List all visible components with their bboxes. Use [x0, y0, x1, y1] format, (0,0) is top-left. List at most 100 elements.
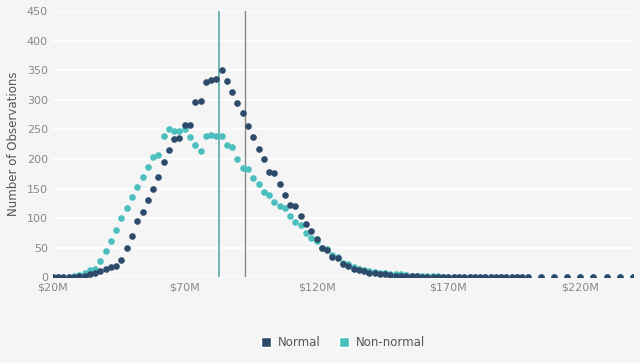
Normal	[412, 273, 422, 279]
Normal	[69, 274, 79, 280]
Normal	[132, 218, 142, 224]
Normal	[588, 274, 598, 280]
Non-normal	[333, 254, 343, 260]
Normal	[602, 274, 612, 280]
Normal	[63, 274, 74, 280]
Normal	[327, 254, 337, 260]
Normal	[480, 274, 490, 280]
Normal	[285, 202, 295, 208]
Non-normal	[354, 266, 364, 272]
Normal	[615, 274, 625, 280]
Normal	[575, 274, 586, 280]
Non-normal	[216, 134, 227, 139]
Non-normal	[296, 223, 306, 228]
Non-normal	[90, 266, 100, 272]
Normal	[438, 274, 448, 280]
Normal	[522, 274, 532, 280]
Normal	[148, 186, 158, 192]
Normal	[122, 245, 132, 251]
Non-normal	[259, 189, 269, 195]
Normal	[507, 274, 517, 280]
Non-normal	[58, 274, 68, 280]
Normal	[390, 273, 401, 278]
Normal	[491, 274, 501, 280]
Non-normal	[132, 184, 142, 190]
Non-normal	[237, 165, 248, 171]
Non-normal	[106, 238, 116, 244]
Non-normal	[253, 182, 264, 187]
Normal	[354, 268, 364, 273]
Non-normal	[74, 272, 84, 278]
Normal	[227, 89, 237, 95]
Non-normal	[153, 152, 163, 158]
Normal	[180, 122, 190, 128]
Non-normal	[512, 274, 522, 280]
Non-normal	[127, 195, 137, 200]
Normal	[259, 156, 269, 162]
Non-normal	[116, 215, 127, 221]
Normal	[433, 274, 443, 280]
Non-normal	[301, 230, 311, 236]
Normal	[312, 236, 322, 242]
Non-normal	[79, 270, 90, 276]
Normal	[348, 266, 358, 272]
Non-normal	[390, 272, 401, 277]
Normal	[232, 101, 243, 106]
Non-normal	[280, 205, 290, 211]
Non-normal	[486, 274, 496, 280]
Non-normal	[201, 133, 211, 139]
Non-normal	[211, 133, 221, 139]
Non-normal	[227, 144, 237, 150]
Non-normal	[385, 271, 396, 277]
Normal	[536, 274, 546, 280]
Normal	[291, 203, 301, 209]
Normal	[343, 263, 353, 269]
Normal	[58, 274, 68, 280]
Non-normal	[549, 274, 559, 280]
Non-normal	[433, 273, 443, 279]
Non-normal	[312, 238, 322, 244]
Non-normal	[53, 274, 63, 280]
Normal	[48, 274, 58, 280]
Non-normal	[285, 213, 295, 219]
Normal	[406, 273, 417, 279]
Normal	[444, 274, 454, 280]
Non-normal	[190, 142, 200, 148]
Normal	[385, 272, 396, 278]
Non-normal	[359, 267, 369, 273]
Normal	[401, 273, 412, 279]
Normal	[243, 123, 253, 129]
Non-normal	[562, 274, 572, 280]
Normal	[375, 271, 385, 277]
Normal	[100, 266, 111, 272]
Normal	[333, 255, 343, 261]
Non-normal	[164, 126, 174, 132]
Normal	[111, 263, 122, 269]
Normal	[369, 270, 380, 276]
Non-normal	[459, 274, 469, 280]
Non-normal	[343, 261, 353, 267]
Non-normal	[291, 219, 301, 225]
Non-normal	[517, 274, 527, 280]
Non-normal	[248, 175, 259, 181]
Non-normal	[522, 274, 532, 280]
Normal	[501, 274, 511, 280]
Normal	[237, 110, 248, 116]
Normal	[322, 247, 332, 253]
Normal	[396, 273, 406, 278]
Non-normal	[401, 272, 412, 278]
Normal	[296, 213, 306, 219]
Normal	[84, 272, 95, 277]
Non-normal	[95, 258, 106, 264]
Non-normal	[180, 126, 190, 132]
Non-normal	[264, 192, 275, 197]
Non-normal	[275, 203, 285, 209]
Normal	[153, 174, 163, 180]
Non-normal	[369, 269, 380, 275]
Normal	[269, 170, 280, 176]
Normal	[417, 274, 428, 280]
Normal	[306, 228, 316, 234]
Non-normal	[364, 268, 374, 274]
Normal	[454, 274, 464, 280]
Non-normal	[422, 273, 433, 279]
